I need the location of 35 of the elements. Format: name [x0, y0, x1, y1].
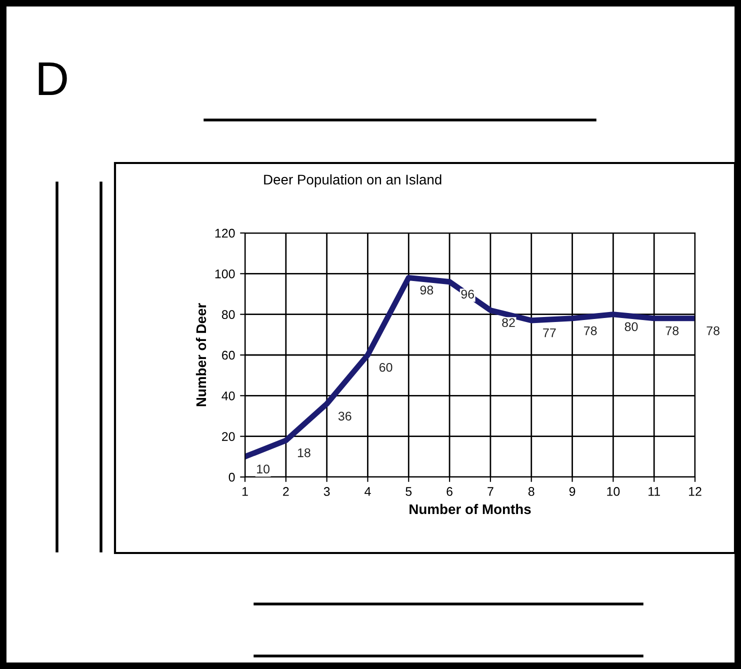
x-tick-label: 1: [242, 487, 248, 496]
data-label: 60: [379, 362, 392, 372]
data-label: 77: [543, 328, 556, 338]
data-label: 78: [666, 326, 679, 336]
data-label: 10: [257, 464, 270, 474]
y-tick-label: 40: [222, 391, 235, 400]
y-tick-label: 0: [228, 472, 235, 482]
data-label: 78: [584, 326, 597, 336]
x-tick-label: 3: [324, 487, 330, 496]
text: D: [38, 62, 67, 95]
x-tick-label: 9: [569, 487, 576, 496]
data-label: 98: [420, 286, 434, 295]
data-label: 18: [298, 448, 310, 458]
y-axis-title: Number of Deer: [196, 303, 206, 406]
y-tick-label: 60: [222, 350, 235, 360]
data-label: 80: [624, 322, 638, 332]
data-label: 36: [338, 412, 352, 421]
x-tick-label: 7: [488, 487, 494, 496]
data-label: 96: [461, 290, 474, 299]
y-tick-label: 20: [222, 432, 235, 441]
x-tick-label: 4: [364, 487, 371, 496]
y-tick-label: 80: [222, 310, 235, 319]
chart-title: Deer Population on an Island: [264, 174, 442, 188]
x-tick-label: 6: [446, 487, 452, 496]
x-tick-label: 10: [607, 487, 620, 496]
y-tick-label: 120: [215, 228, 235, 238]
y-tick-label: 100: [215, 269, 235, 278]
x-tick-label: 5: [406, 487, 412, 496]
data-label: 82: [502, 318, 515, 328]
x-tick-label: 2: [283, 487, 289, 496]
x-tick-label: 11: [648, 487, 660, 496]
x-axis-title: Number of Months: [410, 504, 531, 514]
x-tick-label: 8: [528, 487, 534, 496]
x-tick-label: 12: [689, 487, 702, 496]
data-label: 78: [706, 326, 720, 336]
